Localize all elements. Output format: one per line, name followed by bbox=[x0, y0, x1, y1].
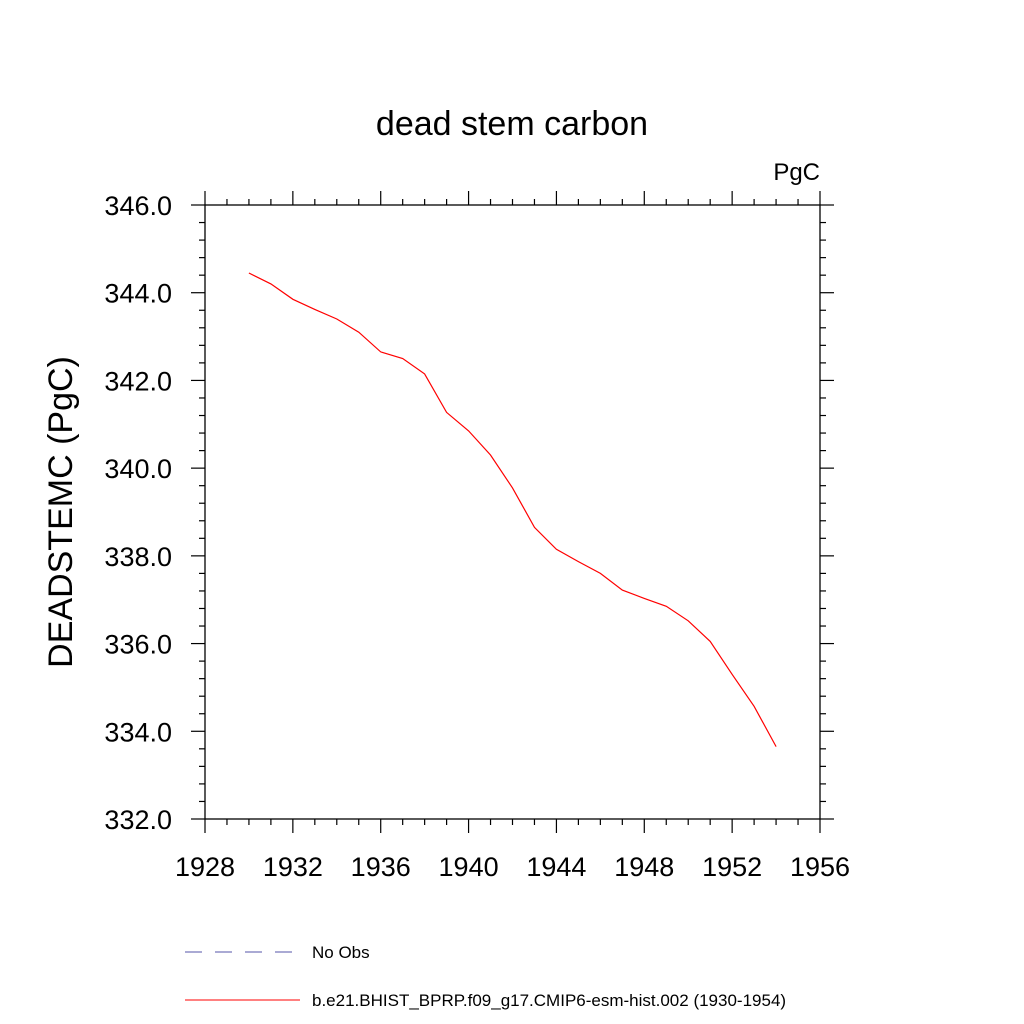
units-label: PgC bbox=[773, 159, 820, 186]
series-point bbox=[468, 430, 470, 432]
x-tick-label: 1944 bbox=[526, 852, 586, 882]
legend-label: No Obs bbox=[312, 943, 370, 962]
series-point bbox=[424, 373, 426, 375]
plot-frame bbox=[204, 204, 821, 820]
series-point bbox=[533, 526, 535, 528]
series-point bbox=[336, 318, 338, 320]
y-tick-label: 342.0 bbox=[104, 366, 172, 396]
x-tick-label: 1956 bbox=[790, 852, 850, 882]
series-point bbox=[402, 358, 404, 360]
series-point bbox=[248, 272, 250, 274]
series-point bbox=[292, 298, 294, 300]
series-point bbox=[643, 597, 645, 599]
y-tick-label: 332.0 bbox=[104, 805, 172, 835]
series-line bbox=[248, 272, 777, 747]
series-point bbox=[555, 548, 557, 550]
series-point bbox=[709, 640, 711, 642]
series-layer bbox=[248, 272, 777, 748]
series-point bbox=[490, 454, 492, 456]
axis-ticks bbox=[191, 191, 834, 833]
series-point bbox=[314, 308, 316, 310]
axis-tick-labels: 1928 1932 1936 1940 1944 1948 1952 1956 332.0 334… bbox=[104, 191, 850, 882]
chart-title: dead stem carbon bbox=[376, 105, 648, 143]
x-tick-label: 1948 bbox=[614, 852, 674, 882]
y-tick-label: 338.0 bbox=[104, 542, 172, 572]
series-point bbox=[775, 746, 777, 748]
series-point bbox=[621, 589, 623, 591]
series-point bbox=[446, 411, 448, 413]
series-point bbox=[753, 705, 755, 707]
legend: No Obs b.e21.BHIST_BPRP.f09_g17.CMIP6-esm… bbox=[185, 943, 786, 1010]
y-tick-label: 340.0 bbox=[104, 454, 172, 484]
x-tick-label: 1932 bbox=[263, 852, 323, 882]
y-tick-label: 336.0 bbox=[104, 630, 172, 660]
series-point bbox=[577, 561, 579, 563]
series-point bbox=[380, 351, 382, 353]
y-tick-label: 346.0 bbox=[104, 191, 172, 221]
y-axis-label: DEADSTEMC (PgC) bbox=[42, 356, 80, 668]
x-tick-label: 1952 bbox=[702, 852, 762, 882]
x-tick-label: 1936 bbox=[351, 852, 411, 882]
series-point bbox=[687, 620, 689, 622]
x-tick-label: 1928 bbox=[175, 852, 235, 882]
series-point bbox=[599, 572, 601, 574]
series-point bbox=[358, 331, 360, 333]
series-point bbox=[665, 605, 667, 607]
series-point bbox=[512, 487, 514, 489]
x-tick-label: 1940 bbox=[439, 852, 499, 882]
y-tick-label: 344.0 bbox=[104, 279, 172, 309]
y-tick-label: 334.0 bbox=[104, 717, 172, 747]
legend-label: b.e21.BHIST_BPRP.f09_g17.CMIP6-esm-hist.… bbox=[312, 991, 786, 1010]
series-point bbox=[270, 283, 272, 285]
series-point bbox=[731, 673, 733, 675]
